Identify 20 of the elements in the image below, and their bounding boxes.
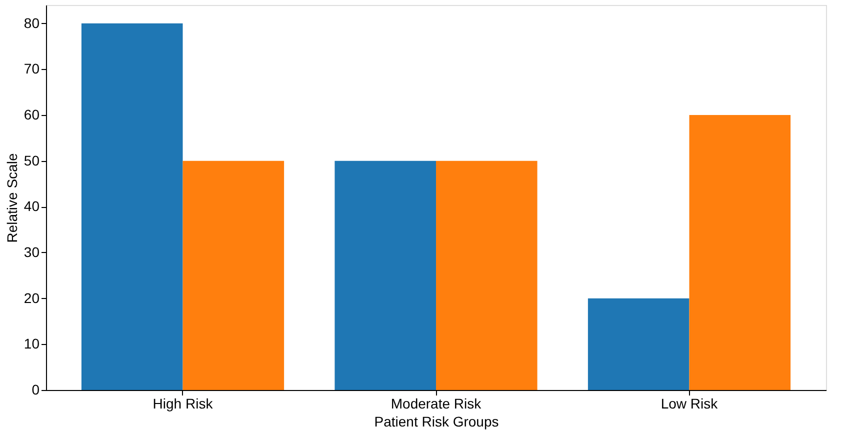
y-tick-label: 50 (24, 152, 40, 168)
bar (436, 160, 538, 390)
bar (334, 160, 436, 390)
y-tick-label: 70 (24, 60, 40, 77)
y-tick-label: 80 (24, 14, 40, 31)
y-tick-label: 30 (24, 244, 40, 260)
y-axis-title: Relative Scale (4, 153, 20, 243)
x-tick-label: Low Risk (660, 396, 719, 412)
x-axis-title: Patient Risk Groups (374, 414, 499, 430)
bar (588, 298, 690, 390)
y-tick-label: 10 (24, 336, 40, 352)
x-tick-label: Moderate Risk (390, 396, 482, 412)
y-tick-label: 20 (24, 290, 40, 306)
y-tick-label: 0 (32, 382, 40, 398)
x-tick-label: High Risk (152, 396, 214, 412)
bar (81, 23, 183, 390)
bar (689, 115, 791, 390)
y-tick-label: 40 (24, 198, 40, 214)
y-tick-label: 60 (24, 106, 40, 122)
bar (182, 160, 284, 390)
